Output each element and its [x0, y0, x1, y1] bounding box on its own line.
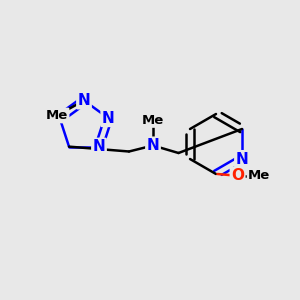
Text: Me: Me [248, 169, 270, 182]
Text: Me: Me [46, 109, 68, 122]
Text: N: N [102, 111, 115, 126]
Text: N: N [93, 139, 105, 154]
Text: Me: Me [142, 113, 164, 127]
Text: N: N [236, 152, 248, 166]
Text: N: N [78, 93, 90, 108]
Text: N: N [147, 138, 159, 153]
Text: O: O [231, 168, 244, 183]
